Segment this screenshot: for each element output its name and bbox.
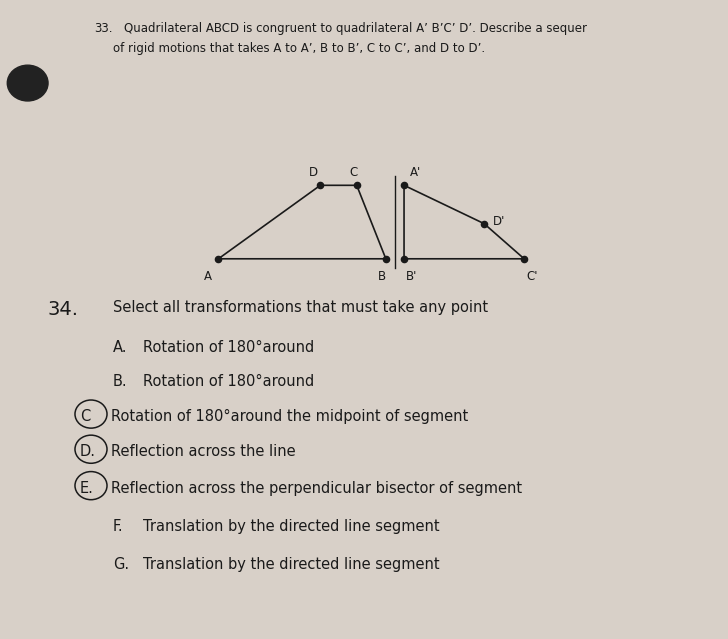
Text: Quadrilateral ABCD is congruent to quadrilateral A’ B’C’ D’. Describe a sequer: Quadrilateral ABCD is congruent to quadr… xyxy=(124,22,587,35)
Text: C: C xyxy=(80,409,90,424)
Point xyxy=(314,180,326,190)
Text: B.: B. xyxy=(113,374,127,389)
Text: C': C' xyxy=(526,270,538,283)
Point xyxy=(398,254,410,264)
Circle shape xyxy=(7,65,48,101)
Text: D: D xyxy=(309,166,317,179)
Text: Translation by the directed line segment: Translation by the directed line segment xyxy=(143,557,445,572)
Text: of rigid motions that takes A to A’, B to B’, C to C’, and D to D’.: of rigid motions that takes A to A’, B t… xyxy=(113,42,485,54)
Text: F.: F. xyxy=(113,519,124,534)
Text: B': B' xyxy=(406,270,418,283)
Text: D.: D. xyxy=(80,444,96,459)
Text: A: A xyxy=(204,270,211,283)
Text: Rotation of 180°around: Rotation of 180°around xyxy=(143,340,320,355)
Text: A.: A. xyxy=(113,340,127,355)
Text: Rotation of 180°around the midpoint of segment: Rotation of 180°around the midpoint of s… xyxy=(111,409,472,424)
Text: Translation by the directed line segment: Translation by the directed line segment xyxy=(143,519,445,534)
Text: 34.: 34. xyxy=(47,300,79,320)
Text: C: C xyxy=(349,166,357,179)
Point xyxy=(213,254,224,264)
Text: Reflection across the line: Reflection across the line xyxy=(111,444,300,459)
Point xyxy=(518,254,530,264)
Text: E.: E. xyxy=(80,481,94,495)
Text: Select all transformations that must take any point: Select all transformations that must tak… xyxy=(113,300,493,315)
Text: G.: G. xyxy=(113,557,129,572)
Text: 33.: 33. xyxy=(95,22,113,35)
Text: D': D' xyxy=(493,215,505,228)
Point xyxy=(380,254,392,264)
Point xyxy=(478,219,490,229)
Text: Reflection across the perpendicular bisector of segment: Reflection across the perpendicular bise… xyxy=(111,481,526,495)
Text: B: B xyxy=(378,270,387,283)
Text: A': A' xyxy=(410,166,421,179)
Text: Rotation of 180°around: Rotation of 180°around xyxy=(143,374,320,389)
Point xyxy=(351,180,363,190)
Point xyxy=(398,180,410,190)
